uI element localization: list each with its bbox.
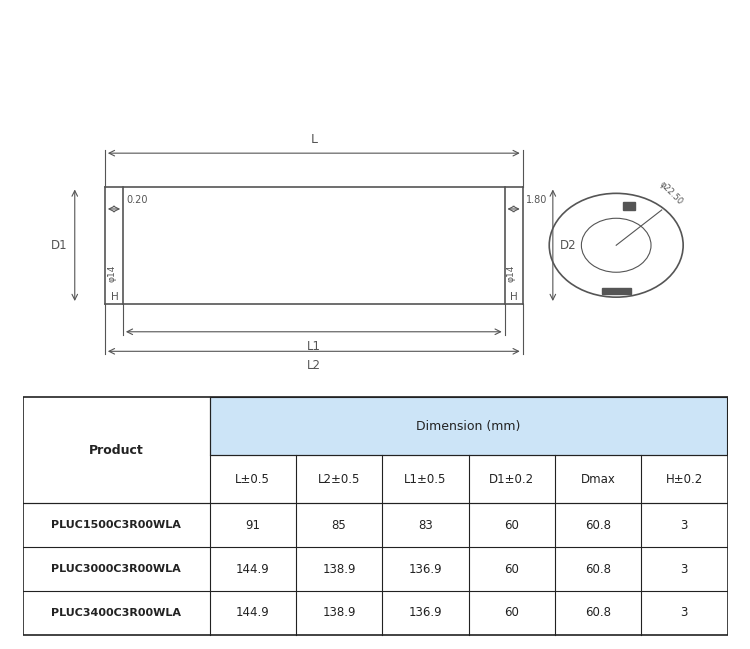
Text: 3: 3 [681, 519, 688, 532]
Text: Construction and Dimensions: Construction and Dimensions [123, 32, 627, 62]
Text: 3: 3 [681, 563, 688, 576]
Text: 138.9: 138.9 [322, 563, 356, 576]
Text: Product: Product [88, 444, 143, 457]
Text: φ22.50: φ22.50 [658, 179, 685, 206]
Text: PLUC1500C3R00WLA: PLUC1500C3R00WLA [51, 520, 181, 530]
Text: H: H [510, 291, 518, 302]
Text: L1: L1 [307, 339, 321, 352]
Bar [209, 397, 728, 455]
Text: D1: D1 [51, 239, 68, 252]
Text: PLUC3000C3R00WLA: PLUC3000C3R00WLA [51, 564, 181, 574]
Bar [623, 202, 635, 210]
Text: 136.9: 136.9 [409, 563, 442, 576]
Text: 91: 91 [245, 519, 260, 532]
Text: 138.9: 138.9 [322, 606, 356, 620]
Bar [123, 187, 505, 304]
Text: 0.20: 0.20 [126, 195, 148, 205]
Text: 85: 85 [332, 519, 346, 532]
Text: D1±0.2: D1±0.2 [489, 472, 534, 485]
Text: 83: 83 [418, 519, 433, 532]
Text: φ14: φ14 [507, 265, 516, 282]
Text: Dimension (mm): Dimension (mm) [416, 420, 520, 433]
Bar [602, 288, 631, 294]
Text: 60: 60 [504, 606, 519, 620]
Text: 136.9: 136.9 [409, 606, 442, 620]
Text: 60.8: 60.8 [585, 563, 611, 576]
Text: Dmax: Dmax [580, 472, 616, 485]
Text: PLUC3400C3R00WLA: PLUC3400C3R00WLA [51, 608, 181, 618]
Text: D2: D2 [560, 239, 577, 252]
Text: 144.9: 144.9 [236, 606, 269, 620]
Text: φ14: φ14 [107, 265, 116, 282]
Text: 60: 60 [504, 563, 519, 576]
Text: 60: 60 [504, 519, 519, 532]
Text: 1.80: 1.80 [526, 195, 547, 205]
Text: L: L [310, 134, 317, 147]
Text: 3: 3 [681, 606, 688, 620]
Text: 144.9: 144.9 [236, 563, 269, 576]
Text: L1±0.5: L1±0.5 [404, 472, 446, 485]
Text: 60.8: 60.8 [585, 519, 611, 532]
Text: H±0.2: H±0.2 [666, 472, 703, 485]
Text: L2±0.5: L2±0.5 [318, 472, 360, 485]
Text: L±0.5: L±0.5 [236, 472, 270, 485]
Text: 60.8: 60.8 [585, 606, 611, 620]
Text: L2: L2 [307, 359, 321, 372]
Text: H: H [111, 291, 118, 302]
